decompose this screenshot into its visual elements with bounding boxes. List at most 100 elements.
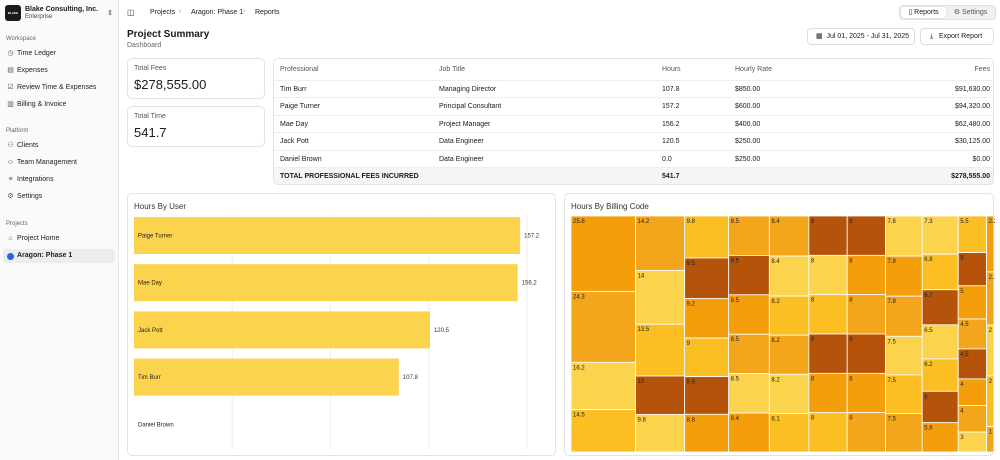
treemap-cell[interactable] [684, 298, 730, 339]
treemap-cell[interactable] [808, 412, 848, 453]
treemap-cell[interactable] [921, 289, 959, 326]
table-row[interactable]: Tim Burr Managing Director 107.8 $850.00 $91… [274, 81, 993, 99]
sliders-icon: ≡ [8, 176, 13, 183]
page-title: Project Summary [127, 29, 210, 40]
sidebar-item-project-home[interactable]: ⌂ Project Home [3, 232, 115, 246]
treemap-cell[interactable] [921, 253, 959, 291]
treemap-cell[interactable] [768, 255, 810, 297]
treemap-cell[interactable] [570, 290, 636, 363]
treemap-cell[interactable] [728, 294, 770, 335]
table-total-row[interactable]: TOTAL PROFESSIONAL FEES INCURRED 541.7 $27… [274, 168, 993, 184]
treemap-value-label: 8 [811, 258, 815, 264]
sidebar-item-aragon[interactable]: Aragon: Phase 1 [3, 249, 115, 263]
bar[interactable] [134, 311, 430, 349]
treemap-cell[interactable] [684, 337, 730, 378]
treemap-value-label: 8 [811, 298, 815, 304]
bar-category-label: Mae Day [138, 281, 162, 287]
breadcrumb-project[interactable]: Aragon: Phase 1 [191, 9, 244, 16]
treemap-cell[interactable] [846, 254, 886, 296]
sidebar-item-clients[interactable]: ⚇ Clients [3, 139, 115, 153]
sidebar-item-label: Clients [17, 142, 39, 149]
treemap-value-label: 14 [638, 273, 645, 279]
treemap-cell[interactable] [728, 373, 770, 414]
treemap-cell[interactable] [921, 390, 959, 424]
treemap-value-label: 4 [960, 408, 964, 414]
treemap-cell[interactable] [808, 215, 848, 256]
chart-title: Hours By User [134, 202, 187, 211]
treemap-cell[interactable] [728, 412, 770, 453]
table-row[interactable]: Jack Pott Data Engineer 120.5 $250.00 $30,12… [274, 133, 993, 151]
treemap-cell[interactable] [957, 215, 987, 253]
table-row[interactable]: Paige Turner Principal Consultant 157.2 $60… [274, 98, 993, 116]
treemap-cell[interactable] [986, 426, 995, 453]
treemap-cell[interactable] [885, 255, 923, 297]
treemap-value-label: 5 [960, 256, 964, 262]
document-icon: ▯ [908, 9, 913, 16]
treemap-cell[interactable] [768, 295, 810, 336]
treemap-cell[interactable] [885, 335, 923, 376]
treemap-cell[interactable] [570, 215, 636, 292]
table-cell: Daniel Brown [280, 155, 322, 163]
sidebar-item-review[interactable]: ☑ Review Time & Expenses [3, 81, 115, 95]
treemap-cell[interactable] [957, 378, 987, 406]
treemap-cell[interactable] [846, 215, 886, 256]
treemap-cell[interactable] [885, 295, 923, 337]
treemap-cell[interactable] [846, 294, 886, 335]
breadcrumb-projects[interactable]: Projects [150, 9, 176, 16]
treemap-cell[interactable] [846, 412, 886, 453]
treemap-cell[interactable] [570, 361, 636, 411]
treemap-value-label: 8.4 [771, 259, 780, 265]
table-cell: 107.8 [662, 86, 680, 93]
treemap-cell[interactable] [728, 215, 770, 256]
treemap-cell[interactable] [846, 372, 886, 414]
bar[interactable] [134, 264, 518, 302]
gear-icon: ⚙ [7, 193, 14, 200]
treemap-cell[interactable] [768, 334, 810, 375]
sidebar-item-team[interactable]: ☺ Team Management [3, 156, 115, 170]
receipt-icon: ▤ [7, 67, 14, 74]
treemap-cell[interactable] [684, 215, 730, 259]
sidebar-item-time-ledger[interactable]: ◷ Time Ledger [3, 47, 115, 61]
org-switcher[interactable]: BLAKE Blake Consulting, Inc. Enterprise … [5, 5, 115, 22]
tab-settings[interactable]: ⚙ Settings [948, 7, 993, 18]
chevron-updown-icon[interactable]: ⇕ [107, 10, 113, 17]
treemap-cell[interactable] [885, 413, 923, 453]
table-row[interactable]: Mae Day Project Manager 156.2 $400.00 $62,48… [274, 116, 993, 134]
tab-reports[interactable]: ▯ Reports [901, 7, 946, 18]
treemap-cell[interactable] [808, 333, 848, 374]
table-cell: $62,480.00 [954, 120, 990, 128]
treemap-cell[interactable] [768, 412, 810, 453]
chevron-right-icon: › [179, 8, 182, 15]
treemap-cell[interactable] [768, 215, 810, 257]
table-cell: Professional [280, 66, 319, 73]
table-cell: Hours [662, 66, 681, 73]
treemap-cell[interactable] [957, 252, 987, 287]
treemap-cell[interactable] [921, 324, 959, 360]
table-cell: Data Engineer [439, 155, 484, 163]
sidebar-toggle-icon[interactable]: ◫ [127, 8, 135, 17]
sidebar-item-expenses[interactable]: ▤ Expenses [3, 64, 115, 78]
treemap-cell[interactable] [728, 333, 770, 375]
treemap-value-label: 2.1 [989, 275, 995, 281]
date-range-button[interactable]: ▦ Jul 01, 2025 - Jul 31, 2025 [807, 28, 915, 45]
users-icon: ☺ [6, 159, 15, 166]
treemap-cell[interactable] [684, 257, 730, 300]
treemap-value-label: 5.6 [924, 426, 933, 432]
treemap-cell[interactable] [885, 215, 923, 257]
treemap-value-label: 9 [687, 341, 691, 347]
bar[interactable] [134, 217, 521, 254]
export-report-button[interactable]: ⤓ Export Report [920, 28, 994, 45]
sidebar-item-integrations[interactable]: ≡ Integrations [3, 173, 115, 187]
treemap-cell[interactable] [635, 413, 686, 453]
treemap-cell[interactable] [808, 294, 848, 335]
bar-category-label: Jack Pott [138, 328, 163, 334]
sidebar-item-settings[interactable]: ⚙ Settings [3, 190, 115, 204]
treemap-cell[interactable] [808, 372, 848, 414]
table-row[interactable]: Daniel Brown Data Engineer 0.0 $250.00 $0.00 [274, 151, 993, 168]
sidebar-item-billing[interactable]: ▥ Billing & Invoice [3, 98, 115, 112]
bar[interactable] [134, 358, 399, 396]
checklist-icon: ☑ [7, 84, 14, 91]
treemap-cell[interactable] [684, 376, 730, 415]
treemap-cell[interactable] [808, 254, 848, 296]
treemap-cell[interactable] [846, 333, 886, 374]
